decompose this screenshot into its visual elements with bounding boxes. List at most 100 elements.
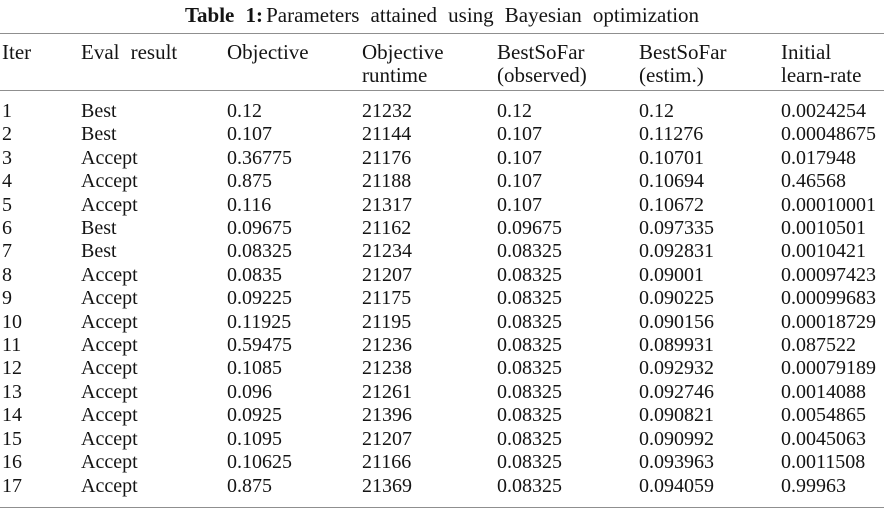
table-row: 15 Accept 0.1095 21207 0.08325 0.090992 0.0045… <box>0 428 884 451</box>
cell-objective: 0.1095 <box>227 427 282 450</box>
cell-bestsofar-observed: 0.08325 <box>497 427 562 450</box>
cell-objective-runtime: 21175 <box>362 287 412 310</box>
cell-initial-learn-rate: 0.0011508 <box>781 451 866 474</box>
cell-iter: 9 <box>2 287 12 310</box>
cell-bestsofar-estim: 0.090992 <box>639 427 714 450</box>
column-header-eval-result: Eval result <box>81 40 178 64</box>
cell-objective-runtime: 21317 <box>362 193 412 216</box>
cell-bestsofar-estim: 0.092932 <box>639 357 714 380</box>
cell-iter: 13 <box>2 380 22 403</box>
cell-iter: 8 <box>2 263 12 286</box>
cell-objective: 0.36775 <box>227 146 292 169</box>
cell-iter: 16 <box>2 451 22 474</box>
cell-initial-learn-rate: 0.0054865 <box>781 404 866 427</box>
cell-eval-result: Accept <box>81 357 138 380</box>
cell-objective: 0.107 <box>227 123 272 146</box>
cell-eval-result: Accept <box>81 474 138 497</box>
table-row: 3 Accept 0.36775 21176 0.107 0.10701 0.017948 <box>0 147 884 170</box>
cell-initial-learn-rate: 0.0045063 <box>781 427 866 450</box>
cell-bestsofar-observed: 0.107 <box>497 170 542 193</box>
cell-eval-result: Best <box>81 240 117 263</box>
cell-bestsofar-observed: 0.08325 <box>497 263 562 286</box>
cell-objective: 0.11925 <box>227 310 292 333</box>
column-header-initial-learn-rate: Initial learn-rate <box>781 40 862 87</box>
cell-bestsofar-observed: 0.08325 <box>497 380 562 403</box>
parameters-table: Iter Eval result Objective Objective runtime… <box>0 33 884 508</box>
cell-objective: 0.09675 <box>227 217 292 240</box>
cell-bestsofar-estim: 0.11276 <box>639 123 704 146</box>
cell-iter: 4 <box>2 170 12 193</box>
table-row: 10 Accept 0.11925 21195 0.08325 0.090156 0.000… <box>0 311 884 334</box>
cell-bestsofar-estim: 0.090821 <box>639 404 714 427</box>
cell-iter: 17 <box>2 474 22 497</box>
cell-initial-learn-rate: 0.0010421 <box>781 240 866 263</box>
cell-iter: 5 <box>2 193 12 216</box>
cell-iter: 11 <box>2 334 22 357</box>
table-caption-text: Parameters attained using Bayesian optim… <box>266 3 700 27</box>
cell-iter: 10 <box>2 310 22 333</box>
cell-initial-learn-rate: 0.00079189 <box>781 357 876 380</box>
cell-objective-runtime: 21261 <box>362 380 412 403</box>
cell-iter: 7 <box>2 240 12 263</box>
cell-bestsofar-estim: 0.090156 <box>639 310 714 333</box>
cell-bestsofar-estim: 0.10672 <box>639 193 704 216</box>
header-row: Iter Eval result Objective Objective runtime… <box>0 33 884 91</box>
cell-initial-learn-rate: 0.46568 <box>781 170 846 193</box>
cell-iter: 15 <box>2 427 22 450</box>
cell-objective-runtime: 21236 <box>362 334 412 357</box>
table-row: 1 Best 0.12 21232 0.12 0.12 0.0024254 <box>0 91 884 124</box>
cell-bestsofar-estim: 0.090225 <box>639 287 714 310</box>
table-row: 5 Accept 0.116 21317 0.107 0.10672 0.00010001 <box>0 194 884 217</box>
cell-initial-learn-rate: 0.017948 <box>781 146 856 169</box>
table-row: 9 Accept 0.09225 21175 0.08325 0.090225 0.0009… <box>0 287 884 310</box>
cell-initial-learn-rate: 0.087522 <box>781 334 856 357</box>
cell-initial-learn-rate: 0.00097423 <box>781 263 876 286</box>
cell-objective-runtime: 21207 <box>362 263 412 286</box>
cell-eval-result: Best <box>81 123 117 146</box>
cell-initial-learn-rate: 0.0024254 <box>781 100 866 122</box>
cell-objective-runtime: 21232 <box>362 100 412 122</box>
cell-bestsofar-estim: 0.12 <box>639 100 674 122</box>
cell-eval-result: Accept <box>81 193 138 216</box>
cell-objective-runtime: 21188 <box>362 170 412 193</box>
cell-objective-runtime: 21234 <box>362 240 412 263</box>
cell-eval-result: Best <box>81 100 117 122</box>
cell-objective-runtime: 21176 <box>362 146 412 169</box>
table-row: 13 Accept 0.096 21261 0.08325 0.092746 0.00140… <box>0 381 884 404</box>
table-caption: Table 1: Parameters attained using Bayesi… <box>0 0 884 27</box>
column-header-objective-runtime: Objective runtime <box>362 40 444 87</box>
column-header-iter: Iter <box>2 40 32 64</box>
cell-bestsofar-estim: 0.10701 <box>639 146 704 169</box>
cell-initial-learn-rate: 0.0014088 <box>781 380 866 403</box>
cell-bestsofar-observed: 0.107 <box>497 193 542 216</box>
cell-objective-runtime: 21144 <box>362 123 412 146</box>
cell-bestsofar-observed: 0.08325 <box>497 334 562 357</box>
cell-objective-runtime: 21207 <box>362 427 412 450</box>
cell-initial-learn-rate: 0.00018729 <box>781 310 876 333</box>
cell-objective: 0.875 <box>227 474 272 497</box>
cell-objective-runtime: 21396 <box>362 404 412 427</box>
cell-iter: 1 <box>2 100 12 122</box>
table-row: 6 Best 0.09675 21162 0.09675 0.097335 0.001050… <box>0 217 884 240</box>
table-row: 11 Accept 0.59475 21236 0.08325 0.089931 0.087… <box>0 334 884 357</box>
cell-objective-runtime: 21166 <box>362 451 412 474</box>
cell-bestsofar-observed: 0.08325 <box>497 451 562 474</box>
cell-bestsofar-observed: 0.09675 <box>497 217 562 240</box>
table-row: 7 Best 0.08325 21234 0.08325 0.092831 0.001042… <box>0 240 884 263</box>
cell-iter: 3 <box>2 146 12 169</box>
cell-iter: 6 <box>2 217 12 240</box>
column-header-objective: Objective <box>227 40 309 64</box>
cell-objective: 0.12 <box>227 100 262 122</box>
cell-initial-learn-rate: 0.0010501 <box>781 217 866 240</box>
table-row: 16 Accept 0.10625 21166 0.08325 0.093963 0.001… <box>0 451 884 474</box>
cell-bestsofar-observed: 0.08325 <box>497 404 562 427</box>
cell-iter: 2 <box>2 123 12 146</box>
column-header-bestsofar-estim: BestSoFar (estim.) <box>639 40 727 87</box>
cell-bestsofar-estim: 0.089931 <box>639 334 714 357</box>
cell-initial-learn-rate: 0.00048675 <box>781 123 876 146</box>
cell-objective-runtime: 21195 <box>362 310 412 333</box>
column-header-bestsofar-observed: BestSoFar (observed) <box>497 40 587 87</box>
cell-eval-result: Accept <box>81 287 138 310</box>
table-row: 8 Accept 0.0835 21207 0.08325 0.09001 0.000974… <box>0 264 884 287</box>
